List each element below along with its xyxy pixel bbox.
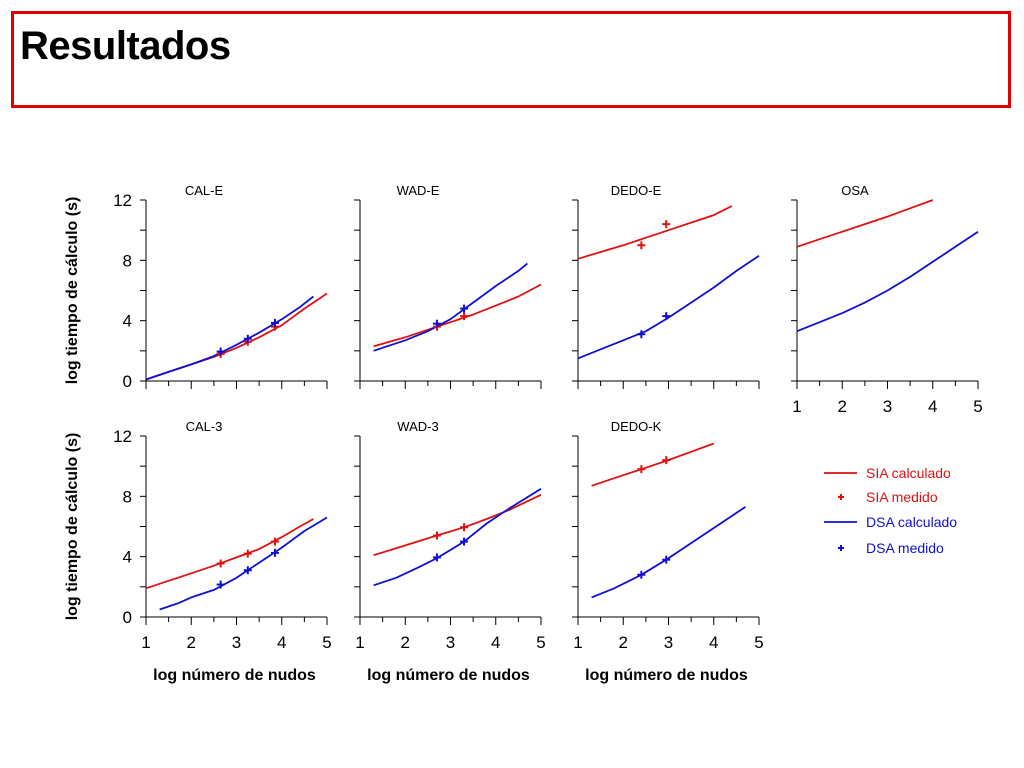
x-tick-label: 2 — [838, 397, 847, 416]
dsa-calculated-line — [577, 255, 760, 360]
x-tick-label: 4 — [709, 633, 718, 652]
dsa-calculated-line — [159, 516, 328, 611]
y-tick-label: 0 — [123, 608, 132, 627]
x-tick-label: 1 — [141, 633, 150, 652]
sia-measured-point — [637, 241, 646, 250]
sia-measured-point — [662, 220, 671, 229]
x-tick-label: 5 — [973, 397, 982, 416]
dsa-measured-point — [460, 537, 469, 546]
panel-title: DEDO-K — [611, 419, 662, 434]
slide-title: Resultados — [20, 24, 231, 68]
sia-measured-point — [662, 456, 671, 465]
dsa-calculated-line — [373, 488, 542, 587]
dsa-measured-point — [460, 304, 469, 313]
panel-cal-e: 0 4 8 12 log tiempo de cálculo (s) CAL-E — [64, 183, 328, 391]
x-tick-label: 2 — [401, 633, 410, 652]
legend-item: SIA medido — [838, 489, 938, 505]
dsa-measured-point — [216, 347, 225, 356]
sia-calculated-line — [796, 199, 934, 248]
sia-measured-point — [432, 531, 441, 540]
legend-label: SIA calculado — [866, 465, 951, 481]
x-tick-label: 2 — [619, 633, 628, 652]
x-tick-label: 5 — [754, 633, 763, 652]
x-tick-label: 1 — [573, 633, 582, 652]
panel-title: CAL-3 — [186, 419, 223, 434]
sia-measured-point — [216, 559, 225, 568]
sia-measured-point — [637, 465, 646, 474]
y-axis-label: log tiempo de cálculo (s) — [64, 197, 81, 385]
panel-title: CAL-E — [185, 183, 224, 198]
dsa-calculated-line — [145, 295, 314, 381]
panel-title: DEDO-E — [611, 183, 662, 198]
legend: SIA calculado SIA medido DSA calculado DSA … — [824, 465, 957, 556]
sia-calculated-line — [591, 442, 715, 487]
panel-wad-e: WAD-E — [354, 183, 542, 389]
dsa-measured-point — [432, 553, 441, 562]
title-frame — [11, 11, 1011, 108]
x-tick-label: 3 — [232, 633, 241, 652]
dsa-calculated-line — [373, 262, 528, 352]
panel-dedo-e: DEDO-E — [572, 183, 760, 389]
x-axis-label: log número de nudos — [367, 667, 530, 684]
x-axis-label: log número de nudos — [153, 667, 316, 684]
y-tick-label: 12 — [113, 427, 132, 446]
dsa-measured-point — [243, 566, 252, 575]
sia-measured-point — [243, 549, 252, 558]
sia-measured-point — [460, 312, 469, 321]
sia-measured-point — [270, 537, 279, 546]
dsa-measured-point — [637, 330, 646, 339]
dsa-calculated-line — [796, 230, 979, 333]
x-tick-label: 3 — [883, 397, 892, 416]
y-tick-label: 4 — [123, 312, 132, 331]
legend-label: DSA calculado — [866, 514, 957, 530]
y-tick-label: 0 — [123, 372, 132, 391]
legend-item: DSA medido — [838, 540, 944, 556]
sia-measured-point — [460, 523, 469, 532]
sia-calculated-line — [577, 205, 733, 260]
x-tick-label: 1 — [355, 633, 364, 652]
panel-title: WAD-3 — [397, 419, 438, 434]
dsa-calculated-line — [591, 506, 746, 599]
x-tick-label: 4 — [277, 633, 286, 652]
dsa-measured-point — [270, 318, 279, 327]
y-tick-label: 4 — [123, 548, 132, 567]
x-tick-label: 3 — [446, 633, 455, 652]
y-tick-label: 8 — [123, 487, 132, 506]
dsa-measured-point — [243, 334, 252, 343]
x-tick-label: 4 — [491, 633, 500, 652]
x-tick-label: 2 — [187, 633, 196, 652]
legend-label: DSA medido — [866, 540, 944, 556]
sia-calculated-line — [145, 518, 314, 590]
dsa-measured-point — [662, 555, 671, 564]
panel-dedo-k: 1 2 3 4 5 log número de nudos DEDO-K — [572, 419, 764, 684]
y-axis-label: log tiempo de cálculo (s) — [64, 433, 81, 621]
panel-osa: 1 2 3 4 5 OSA — [791, 183, 983, 416]
legend-label: SIA medido — [866, 489, 938, 505]
dsa-measured-point — [216, 580, 225, 589]
sia-calculated-line — [373, 283, 542, 348]
dsa-measured-point — [270, 548, 279, 557]
y-tick-label: 12 — [113, 191, 132, 210]
x-axis-label: log número de nudos — [585, 667, 748, 684]
dsa-measured-point — [432, 319, 441, 328]
panel-title: WAD-E — [397, 183, 440, 198]
panel-title: OSA — [841, 183, 869, 198]
legend-plus-icon — [838, 494, 844, 500]
panel-wad-3: 1 2 3 4 5 log número de nudos WAD-3 — [354, 419, 546, 684]
legend-item: SIA calculado — [824, 465, 951, 481]
x-tick-label: 4 — [928, 397, 937, 416]
legend-item: DSA calculado — [824, 514, 957, 530]
dsa-measured-point — [662, 312, 671, 321]
legend-plus-icon — [838, 545, 844, 551]
y-tick-label: 8 — [123, 251, 132, 270]
x-tick-label: 5 — [536, 633, 545, 652]
x-tick-label: 3 — [664, 633, 673, 652]
x-tick-label: 1 — [792, 397, 801, 416]
dsa-measured-point — [637, 570, 646, 579]
x-tick-label: 5 — [322, 633, 331, 652]
